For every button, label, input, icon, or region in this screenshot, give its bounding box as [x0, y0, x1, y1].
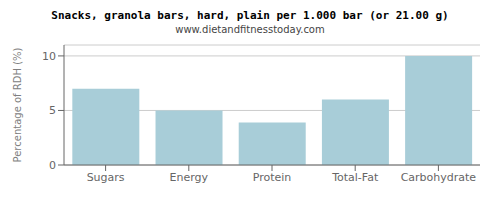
svg-text:10: 10: [42, 50, 56, 63]
html-text:Snacks, granola bars, hard, pl: Snacks, granola bars, hard, plain per 1.…: [51, 9, 449, 22]
svg-text:Percentage of RDH (%): Percentage of RDH (%): [12, 47, 23, 162]
svg-text:Carbohydrate: Carbohydrate: [401, 171, 477, 184]
svg-text:Total-Fat: Total-Fat: [331, 171, 379, 184]
svg-text:Sugars: Sugars: [87, 171, 125, 184]
svg-text:5: 5: [49, 104, 56, 117]
svg-text:0: 0: [49, 159, 56, 172]
svg-text:Energy: Energy: [170, 171, 209, 184]
html-text:www.dietandfitnesstoday.com: www.dietandfitnesstoday.com: [175, 24, 325, 35]
svg-text:Protein: Protein: [253, 171, 292, 184]
